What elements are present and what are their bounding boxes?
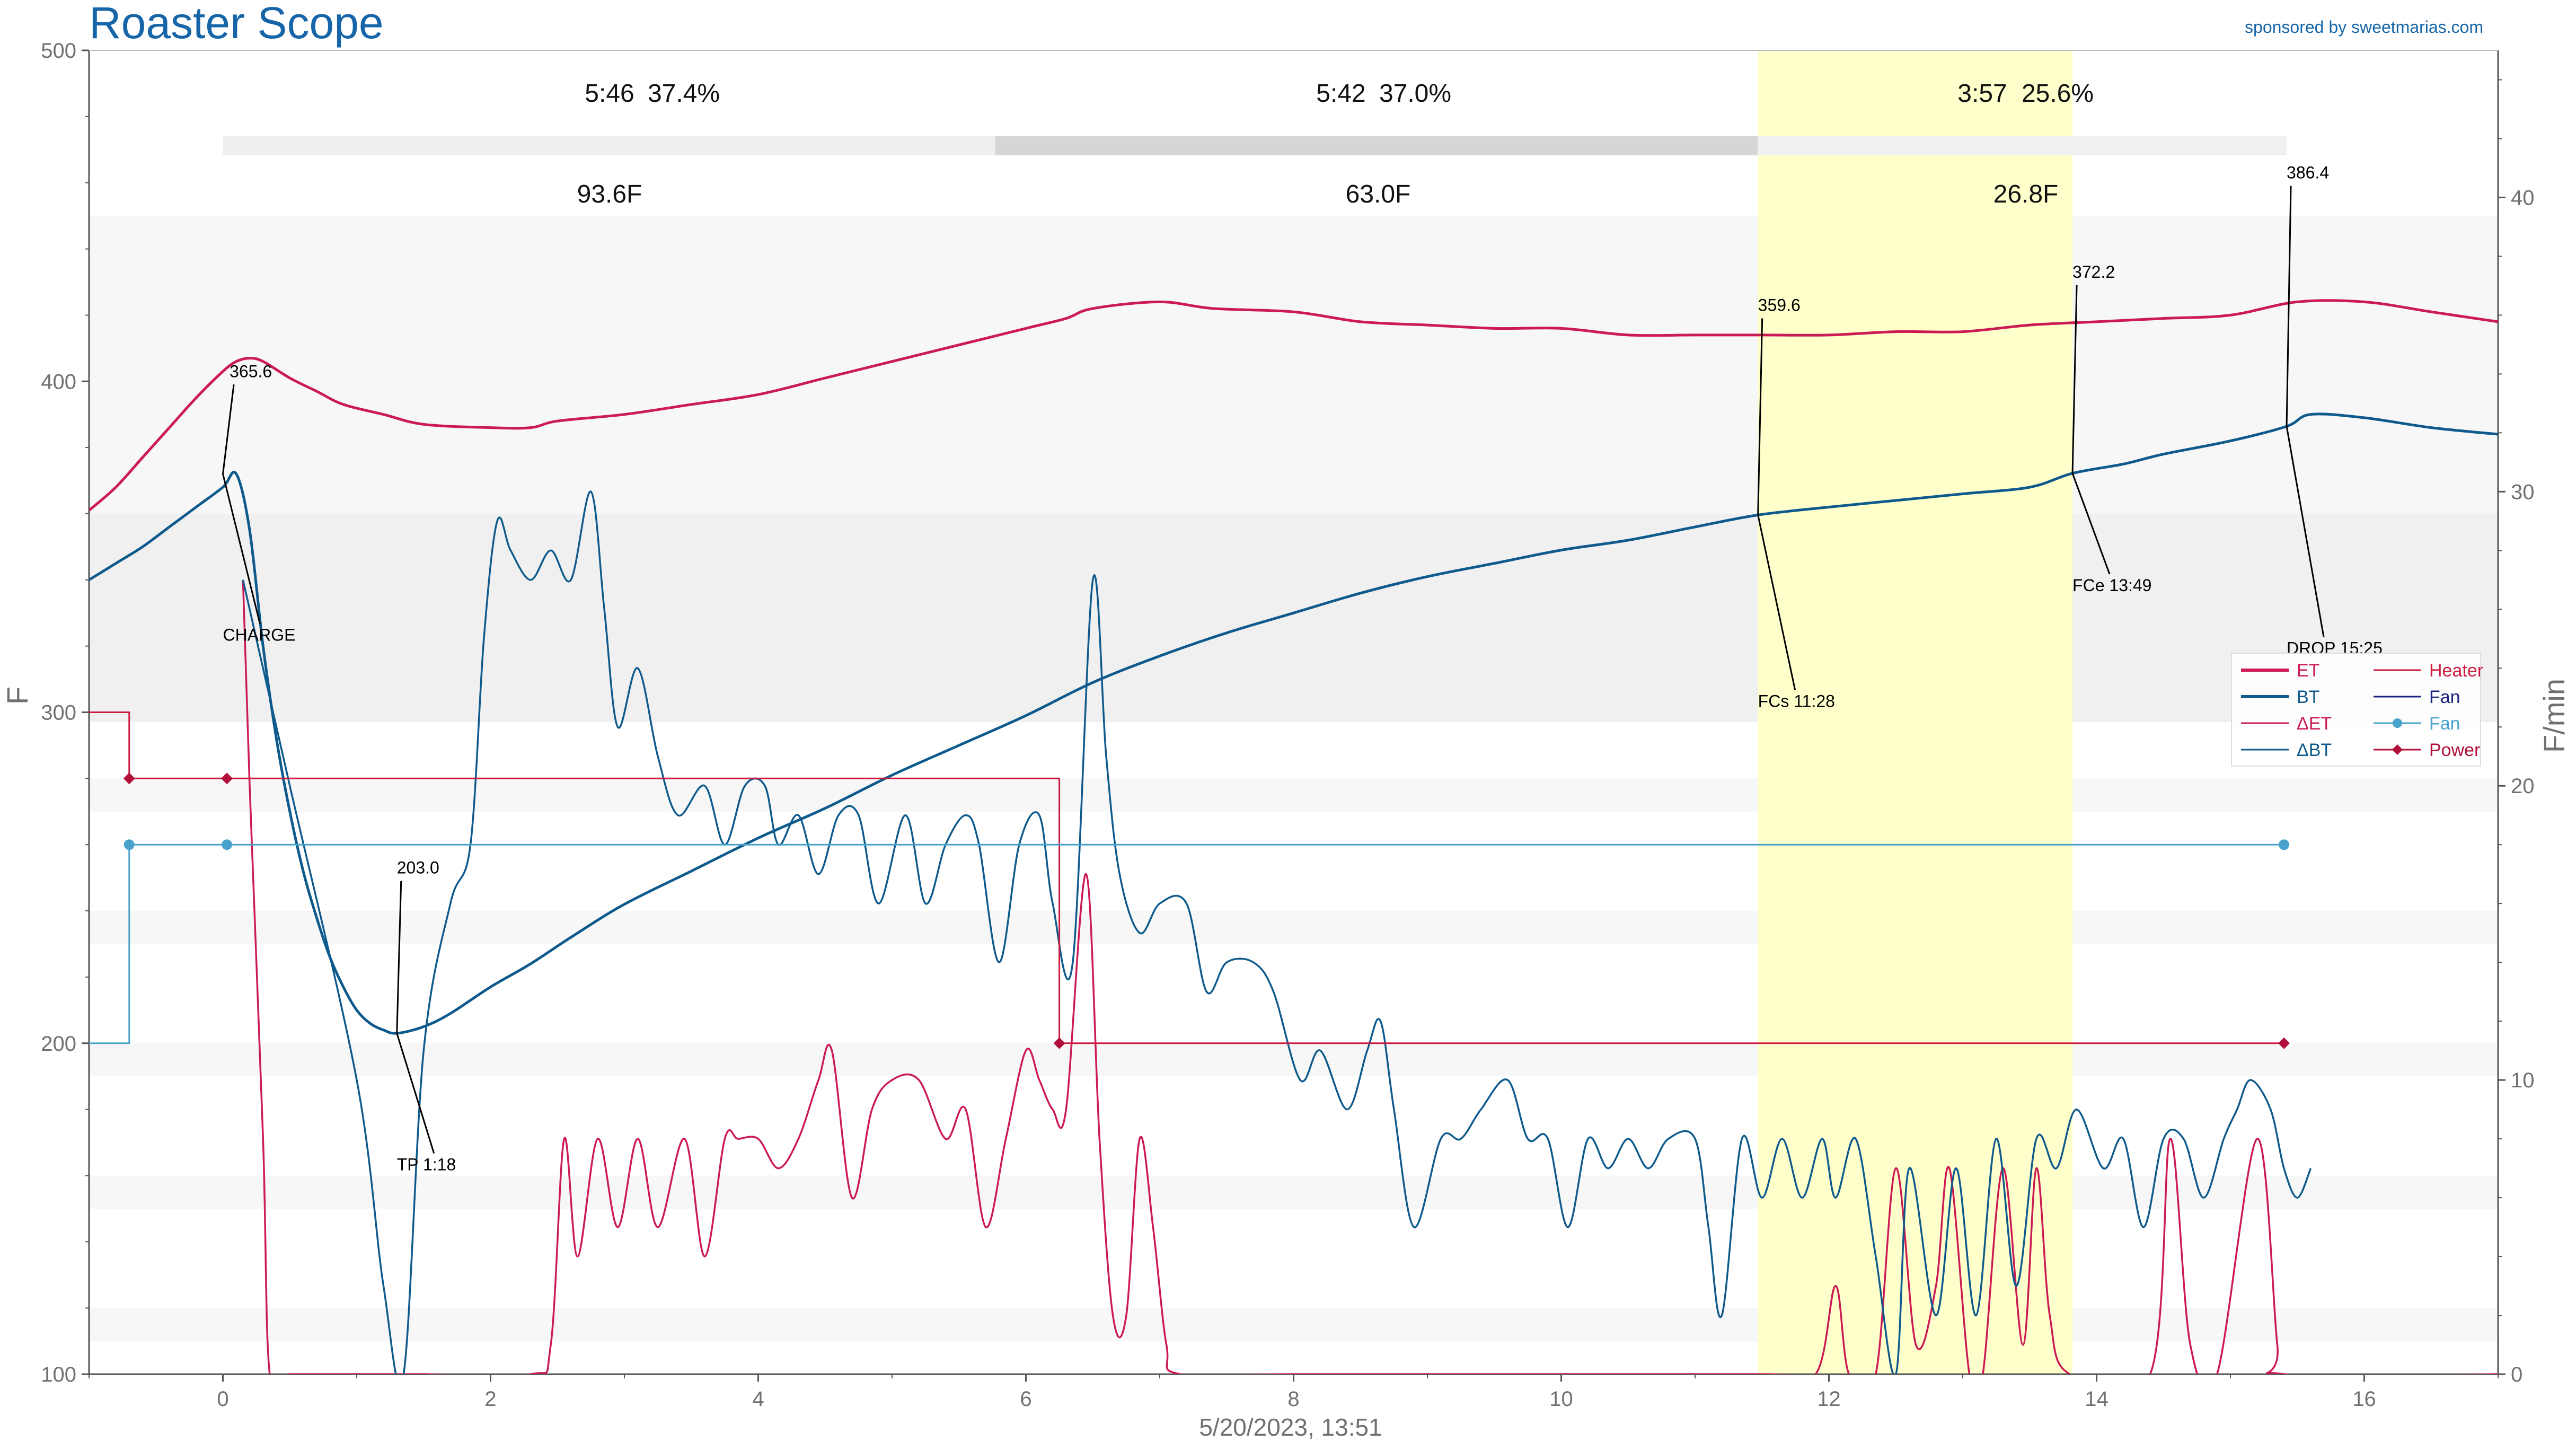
- legend-label: ET: [2297, 661, 2319, 681]
- phase-1-time: 5:46: [585, 80, 634, 108]
- power-marker: [123, 772, 135, 785]
- event-leader-top: [222, 384, 235, 474]
- sponsor-link[interactable]: sponsored by sweetmarias.com: [2245, 17, 2483, 37]
- phase-2-pct: 37.0%: [1379, 80, 1451, 108]
- y-tick-label: 200: [41, 1032, 76, 1056]
- legend: ET BT ΔET ΔBT Heater Fan Fan Power: [2231, 653, 2483, 767]
- legend-marker: [2392, 744, 2403, 755]
- series-lines: [89, 299, 2498, 1374]
- y-tick-label: 100: [41, 1363, 76, 1386]
- event-leader-top: [2071, 285, 2078, 473]
- power-marker: [221, 772, 233, 785]
- legend-label: Fan: [2429, 714, 2460, 734]
- fan-marker: [123, 839, 135, 850]
- y-axis-label: F: [1, 687, 34, 705]
- delta-et-line: [242, 579, 2498, 1374]
- x-tick-label: 10: [1549, 1387, 1573, 1411]
- event-leader-bottom: [222, 473, 261, 625]
- fan-marker: [222, 839, 233, 850]
- phase-1-pct: 37.4%: [648, 80, 720, 108]
- event-label: FCs 11:28: [1758, 692, 1835, 711]
- y2-tick-label: 30: [2511, 480, 2535, 504]
- timestamp-label: 5/20/2023, 13:51: [1199, 1413, 1382, 1441]
- phase-3-rise: 26.8F: [1993, 180, 2059, 208]
- event-leader-bottom: [396, 1033, 435, 1154]
- phase-bar-development: [1758, 136, 2287, 155]
- legend-label: ΔET: [2297, 714, 2332, 734]
- event-temp-label: 203.0: [397, 858, 439, 877]
- phase-bar-drying: [223, 136, 995, 155]
- y-tick-label: 300: [41, 701, 76, 725]
- event-temp-label: 365.6: [230, 362, 272, 381]
- legend-label: BT: [2297, 687, 2319, 707]
- x-tick-label: 6: [1020, 1387, 1031, 1411]
- power-marker: [1053, 1037, 1065, 1049]
- x-tick-label: 14: [2085, 1387, 2109, 1411]
- legend-box: [2231, 653, 2481, 767]
- y2-tick-label: 10: [2511, 1069, 2535, 1092]
- heater-line: [89, 711, 2284, 1044]
- event-temp-label: 372.2: [2072, 262, 2115, 282]
- power-marker: [2278, 1037, 2290, 1049]
- band: [89, 513, 2498, 723]
- phase-3-time: 3:57: [1957, 80, 2007, 108]
- event-leader-top: [1757, 318, 1763, 515]
- delta-bt-line: [242, 490, 2312, 1374]
- fan-line: [89, 843, 2284, 1044]
- phase-bar: [223, 136, 2287, 155]
- phase-3-pct: 25.6%: [2022, 80, 2094, 108]
- event-label: CHARGE: [223, 626, 296, 645]
- x-tick-label: 12: [1817, 1387, 1841, 1411]
- band: [89, 1043, 2498, 1077]
- y2-tick-label: 0: [2511, 1363, 2522, 1386]
- y2-tick-label: 40: [2511, 186, 2535, 209]
- legend-label: Power: [2429, 740, 2480, 760]
- event-leader-top: [396, 881, 402, 1034]
- event-leader-bottom: [1757, 515, 1796, 690]
- legend-label: Heater: [2429, 661, 2483, 681]
- et-line: [89, 299, 2498, 512]
- legend-label: Fan: [2429, 687, 2460, 707]
- event-leader-bottom: [2286, 426, 2325, 637]
- legend-label: ΔBT: [2297, 740, 2332, 760]
- phase-bar-maillard: [995, 136, 1758, 155]
- band: [89, 778, 2498, 812]
- series-markers: [123, 772, 2290, 1049]
- app-title: Roaster Scope: [89, 0, 384, 48]
- background-bands: [89, 50, 2498, 1374]
- x-tick-label: 2: [484, 1387, 496, 1411]
- x-tick-label: 16: [2352, 1387, 2376, 1411]
- event-annotations: 365.6 CHARGE 203.0 TP 1:18 359.6 FCs 11:28 372…: [222, 163, 2383, 1174]
- y-tick-label: 400: [41, 370, 76, 393]
- band: [89, 1175, 2498, 1209]
- y2-tick-label: 20: [2511, 775, 2535, 798]
- phase-2-time: 5:42: [1316, 80, 1365, 108]
- legend-marker: [2393, 718, 2402, 728]
- y2-axis-label: F/min: [2537, 679, 2571, 753]
- x-tick-label: 4: [752, 1387, 764, 1411]
- band: [89, 1308, 2498, 1341]
- event-label: FCe 13:49: [2072, 576, 2151, 595]
- event-label: TP 1:18: [397, 1155, 456, 1174]
- bt-line: [89, 412, 2498, 1035]
- event-temp-label: 359.6: [1758, 295, 1801, 314]
- event-temp-label: 386.4: [2287, 163, 2329, 182]
- band: [89, 911, 2498, 944]
- x-tick-label: 8: [1287, 1387, 1299, 1411]
- band: [89, 216, 2498, 514]
- phase-highlight-band: [1758, 50, 2073, 1374]
- event-leader-top: [2286, 186, 2292, 427]
- y-tick-label: 500: [41, 39, 76, 63]
- fan-marker: [2279, 839, 2289, 850]
- x-tick-label: 0: [217, 1387, 228, 1411]
- event-leader-bottom: [2071, 473, 2111, 575]
- phase-1-rise: 93.6F: [577, 180, 642, 208]
- phase-2-rise: 63.0F: [1346, 180, 1411, 208]
